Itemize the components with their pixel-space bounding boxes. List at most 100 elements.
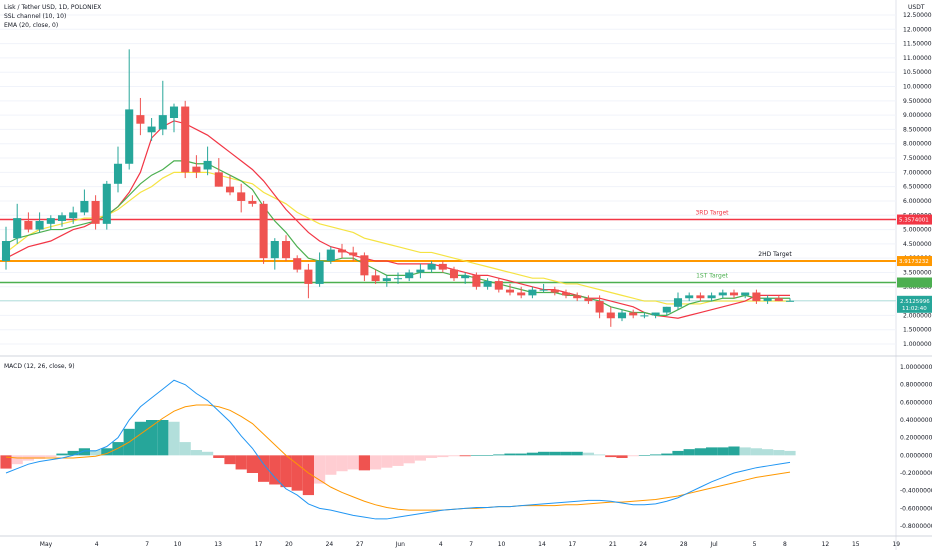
candle[interactable]: [640, 312, 649, 319]
candle[interactable]: [136, 97, 145, 136]
candle[interactable]: [606, 306, 615, 327]
candle[interactable]: [102, 180, 111, 230]
candle[interactable]: [595, 295, 604, 319]
macd-axis-label: 0.0000000: [900, 452, 932, 459]
time-axis-label: 10: [174, 541, 182, 548]
candle-body: [416, 269, 425, 273]
svg-text:3.9173232: 3.9173232: [899, 259, 929, 265]
macd-line: [5, 379, 791, 520]
candle[interactable]: [382, 275, 391, 287]
macd-histogram-bar: [482, 455, 494, 456]
candle[interactable]: [763, 295, 772, 304]
candle[interactable]: [349, 246, 358, 262]
candle[interactable]: [13, 203, 22, 244]
macd-axis-label: 0.4000000: [900, 417, 932, 424]
candle[interactable]: [91, 195, 100, 230]
candle[interactable]: [337, 243, 347, 259]
candle-body: [91, 200, 100, 224]
candle[interactable]: [573, 292, 582, 302]
candle-body: [573, 295, 582, 299]
candle[interactable]: [517, 286, 526, 299]
candle[interactable]: [304, 263, 313, 299]
candle[interactable]: [550, 286, 559, 296]
candle-body: [539, 289, 548, 291]
candle[interactable]: [729, 289, 739, 299]
candle[interactable]: [125, 49, 134, 170]
candle[interactable]: [584, 295, 593, 304]
candle[interactable]: [685, 292, 694, 302]
candle[interactable]: [438, 261, 447, 273]
candle[interactable]: [371, 269, 380, 284]
candle[interactable]: [270, 238, 279, 270]
candle-body: [69, 212, 78, 219]
candle[interactable]: [203, 146, 212, 176]
candle[interactable]: [752, 289, 761, 304]
candle[interactable]: [237, 183, 246, 213]
candle[interactable]: [393, 272, 403, 284]
candle[interactable]: [326, 246, 335, 264]
candle[interactable]: [248, 195, 257, 207]
candle[interactable]: [181, 100, 190, 179]
candle[interactable]: [741, 292, 750, 299]
candle[interactable]: [293, 255, 302, 273]
candle[interactable]: [461, 272, 470, 284]
candle[interactable]: [528, 286, 537, 299]
candle[interactable]: [158, 80, 167, 136]
macd-histogram-bar: [78, 448, 90, 456]
candle[interactable]: [57, 212, 67, 227]
macd-histogram-bar: [459, 455, 471, 457]
candle[interactable]: [225, 175, 235, 196]
candle[interactable]: [214, 158, 223, 187]
macd-histogram-bar: [56, 453, 68, 456]
macd-histogram-bar: [750, 448, 762, 456]
candle[interactable]: [629, 309, 638, 319]
candle[interactable]: [1, 226, 11, 270]
price-axis-label: 10.0000000: [903, 84, 932, 91]
candle[interactable]: [707, 292, 716, 302]
candle-body: [640, 315, 649, 317]
candle-body: [494, 281, 503, 290]
candle[interactable]: [35, 212, 44, 233]
candle[interactable]: [69, 206, 78, 224]
candle[interactable]: [539, 283, 548, 293]
candle[interactable]: [718, 289, 727, 299]
macd-histogram-bar: [0, 455, 12, 469]
candle[interactable]: [494, 278, 503, 293]
candle[interactable]: [449, 266, 459, 282]
candle[interactable]: [561, 289, 571, 299]
macd-histogram-bar: [258, 455, 270, 482]
candle[interactable]: [80, 189, 89, 216]
candle[interactable]: [281, 235, 291, 262]
candle[interactable]: [360, 252, 369, 282]
macd-axis-label: -0.8000000: [900, 523, 932, 530]
macd-histogram-bar: [414, 455, 426, 461]
candle[interactable]: [113, 146, 123, 193]
candle[interactable]: [259, 200, 268, 264]
candle[interactable]: [617, 309, 627, 322]
candle[interactable]: [696, 292, 705, 302]
candle[interactable]: [416, 263, 425, 279]
macd-histogram-bar: [717, 447, 729, 456]
time-axis-label: 10: [498, 541, 506, 548]
candle[interactable]: [774, 295, 783, 302]
candle[interactable]: [505, 283, 515, 296]
candle[interactable]: [24, 212, 33, 233]
macd-histogram-bar: [224, 455, 236, 465]
candle-body: [349, 252, 358, 256]
candle[interactable]: [427, 261, 436, 273]
candle-body: [729, 292, 739, 296]
candle[interactable]: [46, 215, 55, 230]
candle[interactable]: [192, 155, 201, 179]
candle[interactable]: [673, 292, 683, 310]
macd-axis-label: 0.8000000: [900, 382, 932, 389]
candle[interactable]: [405, 269, 414, 282]
candle[interactable]: [662, 306, 671, 316]
candle[interactable]: [169, 103, 179, 133]
candle[interactable]: [483, 278, 492, 290]
candle[interactable]: [315, 252, 324, 287]
candle[interactable]: [147, 117, 156, 141]
candle[interactable]: [651, 312, 660, 319]
candle[interactable]: [472, 272, 481, 290]
candle[interactable]: [785, 298, 795, 302]
